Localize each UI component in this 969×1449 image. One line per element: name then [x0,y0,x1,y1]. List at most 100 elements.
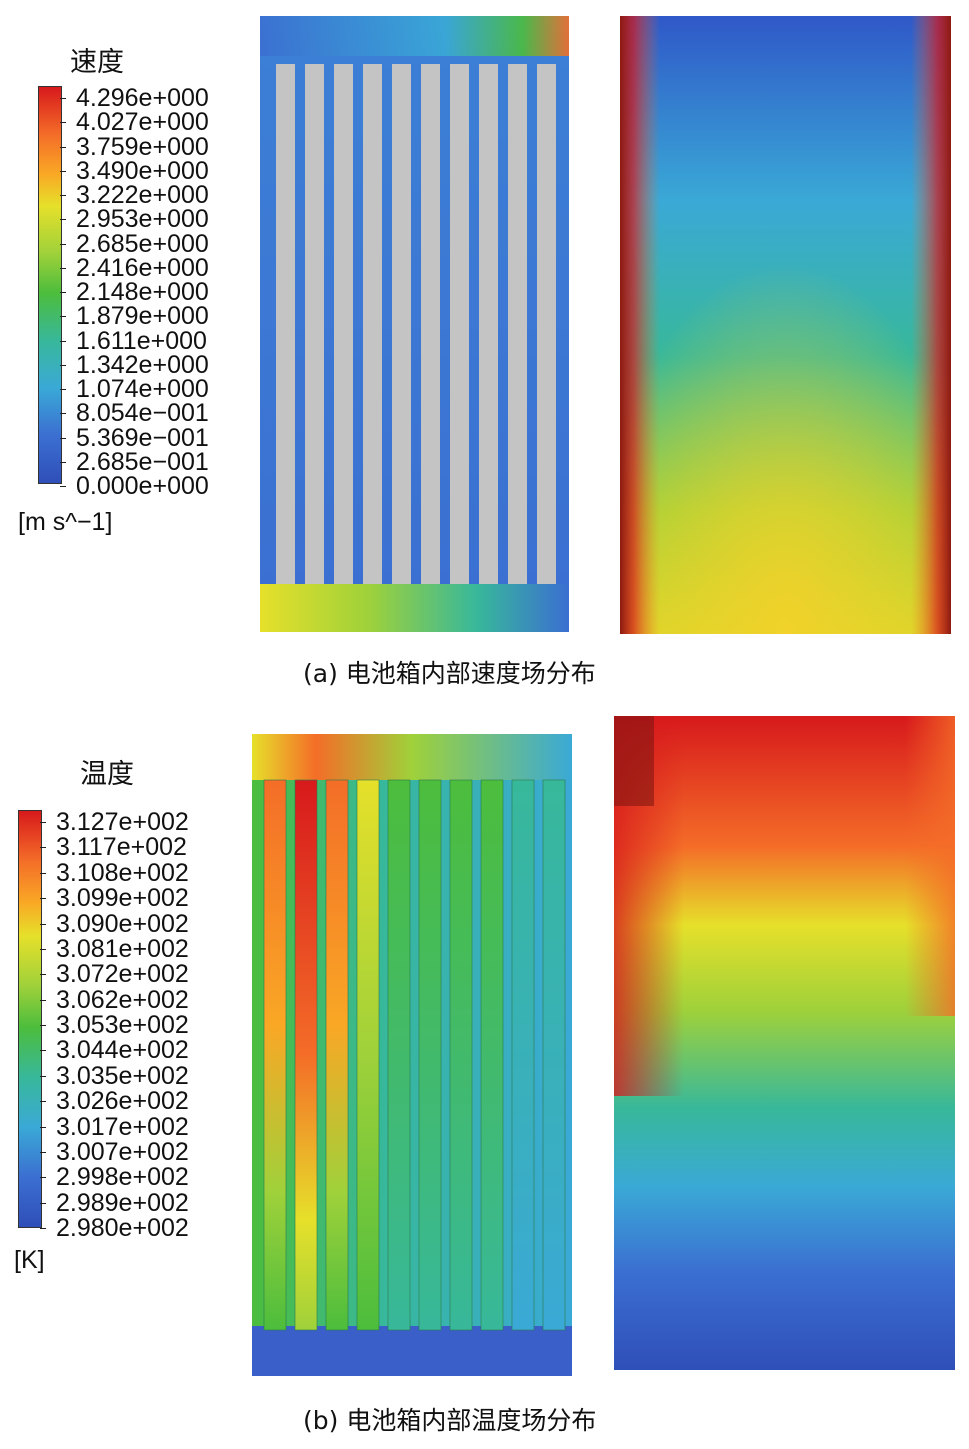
velocity-tick-label: 1.074e+000 [76,375,209,403]
temperature-tick-label: 3.081e+002 [56,934,189,963]
battery-cell [305,64,324,584]
battery-cell [356,779,380,1331]
velocity-tick-label: 3.490e+000 [76,156,209,185]
temperature-tick-mark [40,1025,46,1026]
velocity-cell-section [260,16,569,632]
velocity-tick-mark [60,461,66,463]
temperature-tick-label: 3.026e+002 [56,1087,189,1116]
velocity-caption: (a) 电池箱内部速度场分布 [303,659,596,688]
temperature-tick-mark [40,822,46,823]
velocity-tick-mark [60,122,66,124]
battery-cell [263,779,287,1331]
battery-cell [511,779,535,1331]
temperature-unit: [K] [14,1246,45,1274]
battery-cell [537,64,556,584]
temperature-tick-mark [40,1202,46,1204]
temperature-legend-title: 温度 [80,759,134,790]
battery-cell [325,779,349,1331]
battery-cell [418,779,442,1331]
temperature-tick-label: 3.127e+002 [56,808,189,836]
temperature-tick-label: 3.099e+002 [56,884,189,913]
velocity-tick-label: 5.369e−001 [76,423,209,452]
velocity-side-view [620,16,951,634]
velocity-tick-label: 3.222e+000 [76,181,209,209]
battery-cell [480,779,504,1331]
velocity-tick-mark [60,486,66,487]
battery-cell [392,64,411,584]
temperature-tick-label: 2.998e+002 [56,1163,189,1192]
temperature-tick-mark [40,999,46,1001]
velocity-tick-label: 2.416e+000 [76,253,209,282]
temperature-tick-label: 3.117e+002 [56,833,187,862]
temperature-side-view [614,716,955,1370]
temperature-tick-label: 3.053e+002 [56,1011,189,1039]
velocity-tick-mark [60,316,66,318]
battery-cell [363,64,382,584]
velocity-tick-mark [60,340,66,342]
temperature-cell-section [252,734,572,1376]
velocity-tick-label: 4.027e+000 [76,108,209,137]
velocity-tick-mark [60,219,66,221]
temperature-tick-label: 3.062e+002 [56,985,189,1014]
velocity-tick-label: 2.685e+000 [76,229,209,258]
battery-cell [294,779,318,1331]
velocity-tick-label: 4.296e+000 [76,84,209,112]
temperature-tick-mark [40,1050,46,1052]
battery-cell [387,779,411,1331]
temperature-tick-label: 2.980e+002 [56,1214,189,1242]
battery-cell [508,64,527,584]
temperature-tick-mark [40,1177,46,1179]
velocity-tick-mark [60,292,66,293]
velocity-unit: [m s^−1] [18,508,113,536]
temperature-tick-label: 3.035e+002 [56,1061,189,1090]
velocity-tick-mark [60,243,66,245]
temperature-tick-mark [40,948,46,950]
temperature-tick-mark [40,1101,46,1103]
velocity-tick-mark [60,146,66,148]
temperature-tick-label: 3.044e+002 [56,1036,189,1065]
velocity-tick-mark [60,364,66,366]
velocity-tick-label: 1.611e+000 [76,326,207,355]
temperature-tick-label: 3.108e+002 [56,858,189,887]
battery-cell [421,64,440,584]
temperature-tick-mark [40,1228,46,1229]
battery-cell [334,64,353,584]
velocity-tick-mark [60,437,66,439]
temperature-tick-mark [40,1151,46,1153]
velocity-legend-title: 速度 [70,47,124,78]
battery-cell [450,64,469,584]
velocity-color-bar [38,86,62,484]
velocity-tick-label: 1.342e+000 [76,350,209,379]
velocity-tick-label: 3.759e+000 [76,132,209,161]
velocity-tick-mark [60,389,66,390]
temperature-caption: (b) 电池箱内部温度场分布 [303,1406,597,1435]
velocity-tick-label: 2.953e+000 [76,205,209,234]
temperature-color-bar [18,810,42,1228]
temperature-tick-mark [40,847,46,849]
velocity-tick-mark [60,170,66,172]
velocity-tick-label: 0.000e+000 [76,472,209,500]
temperature-tick-label: 3.090e+002 [56,909,189,938]
temperature-tick-label: 3.007e+002 [56,1137,189,1166]
temperature-tick-label: 3.017e+002 [56,1112,189,1141]
velocity-tick-mark [60,413,66,415]
temperature-tick-mark [40,923,46,925]
velocity-tick-label: 2.148e+000 [76,278,209,306]
battery-cell [479,64,498,584]
temperature-tick-label: 3.072e+002 [56,960,189,989]
temperature-tick-mark [40,974,46,976]
temperature-tick-mark [40,1075,46,1077]
velocity-tick-mark [60,195,66,196]
temperature-tick-label: 2.989e+002 [56,1188,189,1217]
temperature-tick-mark [40,898,46,900]
temperature-tick-mark [40,872,46,874]
velocity-tick-label: 2.685e−001 [76,447,209,476]
velocity-tick-mark [60,98,66,99]
velocity-tick-mark [60,267,66,269]
battery-cell [542,779,566,1331]
velocity-tick-label: 1.879e+000 [76,302,209,331]
velocity-tick-label: 8.054e−001 [76,399,209,428]
battery-cell [276,64,295,584]
temperature-tick-mark [40,1126,46,1128]
battery-cell [449,779,473,1331]
